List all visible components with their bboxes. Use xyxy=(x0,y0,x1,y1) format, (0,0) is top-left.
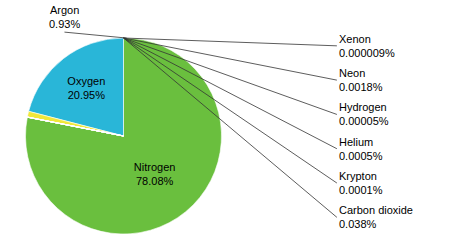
svg-text:Xenon0.000009%: Xenon0.000009% xyxy=(339,33,395,59)
svg-text:Krypton0.0001%: Krypton0.0001% xyxy=(339,170,383,196)
svg-text:Nitrogen78.08%: Nitrogen78.08% xyxy=(134,161,176,187)
svg-text:Carbon dioxide0.038%: Carbon dioxide0.038% xyxy=(339,204,413,230)
svg-text:Neon0.0018%: Neon0.0018% xyxy=(339,67,383,93)
svg-text:Argon0.93%: Argon0.93% xyxy=(49,4,80,30)
svg-text:Helium0.0005%: Helium0.0005% xyxy=(339,136,383,162)
svg-text:Hydrogen0.00005%: Hydrogen0.00005% xyxy=(339,101,389,127)
svg-text:Oxygen20.95%: Oxygen20.95% xyxy=(67,75,105,101)
